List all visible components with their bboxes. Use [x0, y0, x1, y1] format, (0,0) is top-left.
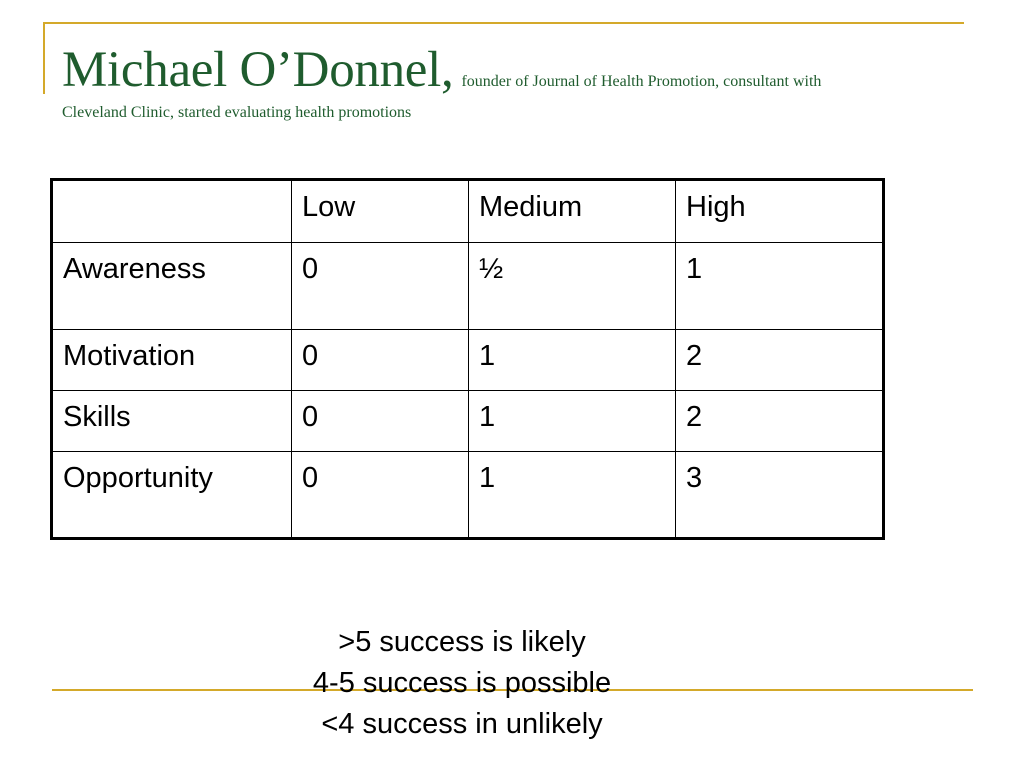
legend-line-likely: >5 success is likely [338, 626, 586, 658]
bottom-accent-rule [52, 689, 973, 691]
cell-motivation-medium: 1 [468, 329, 676, 391]
row-label-motivation: Motivation [51, 329, 292, 391]
cell-awareness-medium: ½ [468, 242, 676, 330]
cell-opportunity-low: 0 [291, 451, 469, 539]
cell-awareness-high: 1 [675, 242, 884, 330]
legend-line-unlikely: <4 success in unlikely [321, 708, 603, 740]
header-cell-empty [51, 179, 292, 243]
table-row: Opportunity 0 1 3 [51, 451, 884, 539]
row-label-skills: Skills [51, 390, 292, 452]
cell-opportunity-high: 3 [675, 451, 884, 539]
left-accent-rule [43, 22, 45, 94]
table-row: Motivation 0 1 2 [51, 329, 884, 391]
cell-skills-medium: 1 [468, 390, 676, 452]
row-label-opportunity: Opportunity [51, 451, 292, 539]
cell-awareness-low: 0 [291, 242, 469, 330]
slide-title: Michael O’Donnel, [62, 42, 454, 98]
row-label-awareness: Awareness [51, 242, 292, 330]
slide-subtitle-line2: Cleveland Clinic, started evaluating hea… [62, 104, 412, 121]
header-cell-medium: Medium [468, 179, 676, 243]
table-row: Skills 0 1 2 [51, 390, 884, 452]
cell-motivation-high: 2 [675, 329, 884, 391]
cell-motivation-low: 0 [291, 329, 469, 391]
title-block: Michael O’Donnel, founder of Journal of H… [62, 40, 972, 124]
legend-line-possible: 4-5 success is possible [312, 667, 612, 699]
cell-opportunity-medium: 1 [468, 451, 676, 539]
cell-skills-high: 2 [675, 390, 884, 452]
table-row: Awareness 0 ½ 1 [51, 242, 884, 330]
header-cell-high: High [675, 179, 884, 243]
score-legend: >5 success is likely 4-5 success is poss… [262, 622, 662, 745]
slide-subtitle-line1: founder of Journal of Health Promotion, … [461, 73, 822, 90]
score-table: Low Medium High Awareness 0 ½ 1 Motivati… [50, 178, 885, 540]
table-header-row: Low Medium High [51, 179, 884, 243]
header-cell-low: Low [291, 179, 469, 243]
cell-skills-low: 0 [291, 390, 469, 452]
top-accent-rule [43, 22, 964, 24]
